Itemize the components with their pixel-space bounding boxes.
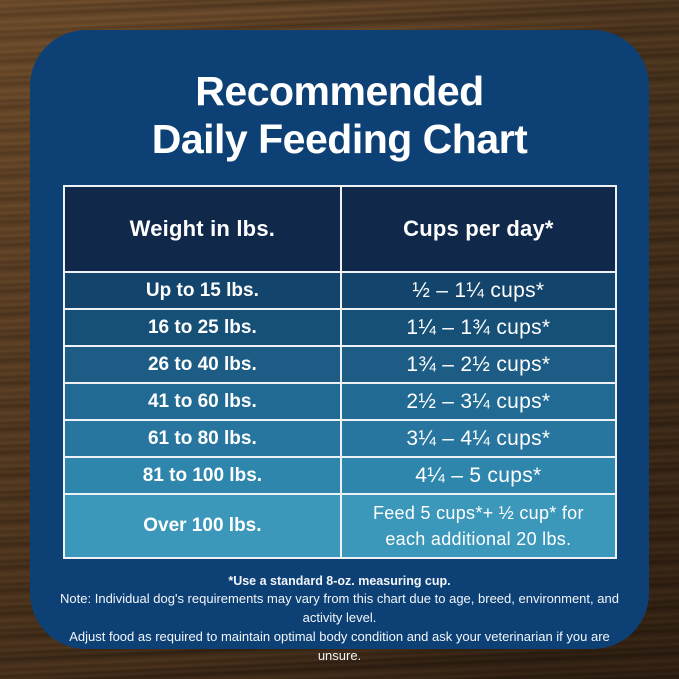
- header-weight: Weight in lbs.: [65, 187, 343, 272]
- cups-cell: 4¼ – 5 cups*: [415, 463, 542, 487]
- cups-cell: ½ – 1¼ cups*: [412, 278, 545, 302]
- footnote-measuring-cup: *Use a standard 8-oz. measuring cup.: [228, 574, 451, 589]
- weight-cell: 61 to 80 lbs.: [65, 421, 343, 457]
- title-line-1: Recommended: [195, 68, 484, 114]
- cups-cell: 2½ – 3¼ cups*: [406, 389, 551, 413]
- weight-cell: 41 to 60 lbs.: [65, 384, 343, 420]
- weight-cell: 26 to 40 lbs.: [65, 347, 343, 383]
- table-row: 81 to 100 lbs. 4¼ – 5 cups*: [64, 456, 615, 494]
- feeding-table: Weight in lbs. Cups per day* Up to 15 lb…: [62, 185, 617, 560]
- feeding-chart-card: Recommended Daily Feeding Chart Weight i…: [30, 30, 649, 663]
- table-row: 61 to 80 lbs. 3¼ – 4¼ cups*: [64, 419, 615, 457]
- cups-cell: Feed 5 cups*+ ½ cup* for each additional…: [372, 503, 584, 550]
- table-row: 41 to 60 lbs. 2½ – 3¼ cups*: [64, 382, 615, 420]
- footnote-note-line: Note: Individual dog's requirements may …: [60, 591, 619, 626]
- cups-cell: 1¾ – 2½ cups*: [406, 352, 551, 376]
- footnotes: *Use a standard 8-oz. measuring cup. Not…: [30, 572, 649, 666]
- table-row: 26 to 40 lbs. 1¾ – 2½ cups*: [64, 345, 615, 383]
- weight-cell: 81 to 100 lbs.: [65, 458, 343, 494]
- weight-cell: 16 to 25 lbs.: [65, 310, 343, 346]
- weight-cell: Over 100 lbs.: [65, 495, 343, 558]
- page-title: Recommended Daily Feeding Chart: [30, 68, 649, 163]
- table-row: Over 100 lbs. Feed 5 cups*+ ½ cup* for e…: [64, 493, 615, 558]
- cups-cell: 3¼ – 4¼ cups*: [406, 426, 551, 450]
- header-cups: Cups per day*: [403, 216, 554, 242]
- title-line-2: Daily Feeding Chart: [151, 115, 528, 162]
- cups-cell: 1¼ – 1¾ cups*: [406, 315, 551, 339]
- table-row: Up to 15 lbs. ½ – 1¼ cups*: [64, 271, 615, 309]
- table-row: 16 to 25 lbs. 1¼ – 1¾ cups*: [64, 308, 615, 346]
- footnote-adjust-line: Adjust food as required to maintain opti…: [69, 628, 610, 663]
- weight-cell: Up to 15 lbs.: [65, 273, 343, 309]
- table-header-row: Weight in lbs. Cups per day*: [64, 187, 615, 272]
